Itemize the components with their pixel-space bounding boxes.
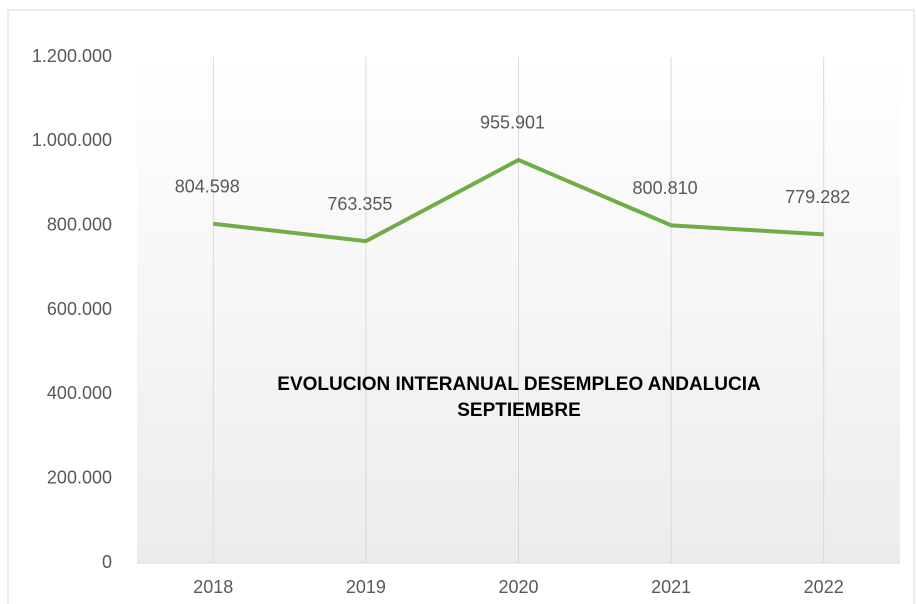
x-tick-label: 2020 [498, 577, 538, 597]
x-tick-label: 2019 [346, 577, 386, 597]
data-label: 804.598 [175, 176, 240, 196]
data-label: 779.282 [785, 187, 850, 207]
x-tick-label: 2018 [193, 577, 233, 597]
chart-border [7, 9, 915, 604]
x-tick-label: 2021 [651, 577, 691, 597]
data-label: 955.901 [480, 113, 545, 133]
y-tick-label: 400.000 [47, 383, 112, 403]
data-label: 800.810 [633, 178, 698, 198]
y-tick-label: 1.000.000 [32, 130, 112, 150]
chart-title: SEPTIEMBRE [457, 400, 581, 421]
y-tick-label: 1.200.000 [32, 46, 112, 66]
y-tick-label: 600.000 [47, 299, 112, 319]
data-line [213, 157, 824, 244]
y-tick-label: 0 [102, 552, 112, 572]
chart-title: EVOLUCION INTERANUAL DESEMPLEO ANDALUCIA [277, 374, 761, 395]
y-tick-label: 200.000 [47, 467, 112, 487]
x-tick-label: 2022 [804, 577, 844, 597]
data-label: 763.355 [327, 194, 392, 214]
y-tick-label: 800.000 [47, 214, 112, 234]
